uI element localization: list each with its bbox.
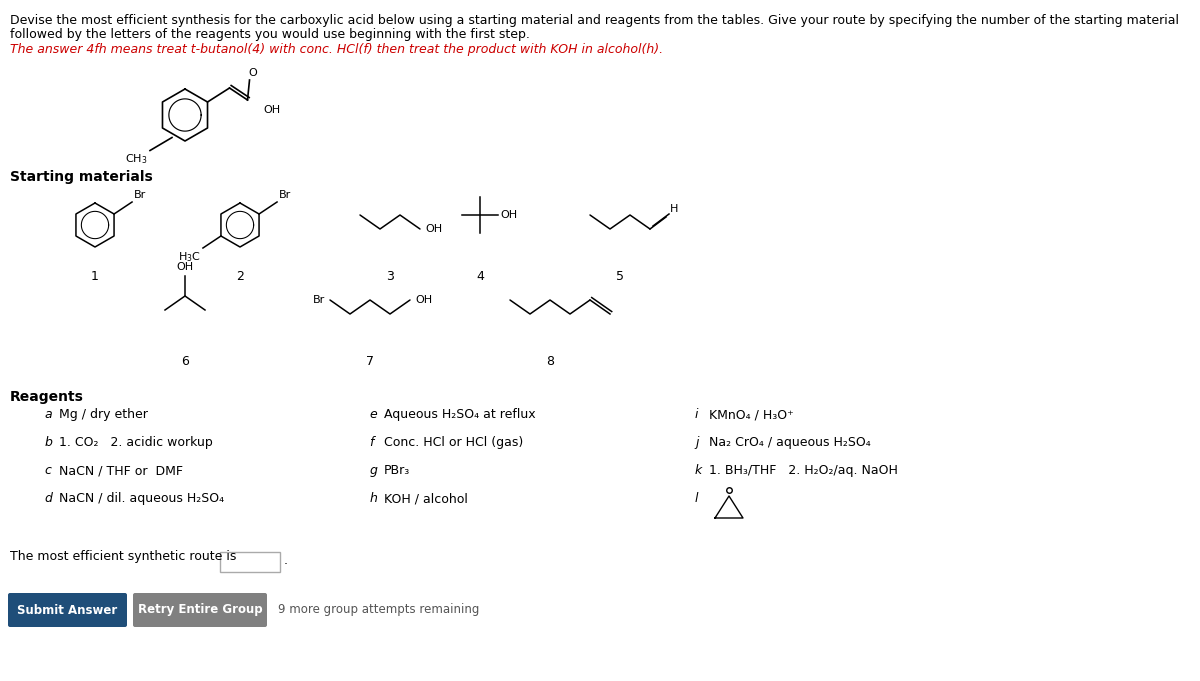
Text: followed by the letters of the reagents you would use beginning with the first s: followed by the letters of the reagents … — [10, 28, 530, 41]
FancyBboxPatch shape — [8, 593, 127, 627]
Text: Mg / dry ether: Mg / dry ether — [59, 408, 148, 421]
Text: 6: 6 — [181, 355, 188, 368]
Text: 1: 1 — [91, 270, 98, 283]
Text: Br: Br — [313, 295, 325, 305]
Text: OH: OH — [425, 224, 442, 234]
Text: e: e — [370, 408, 382, 421]
Text: 9 more group attempts remaining: 9 more group attempts remaining — [278, 603, 479, 616]
Text: 8: 8 — [546, 355, 554, 368]
Text: c: c — [46, 464, 56, 477]
Text: H$_3$C: H$_3$C — [178, 250, 200, 264]
Text: H: H — [670, 204, 678, 214]
Text: CH$_3$: CH$_3$ — [125, 153, 148, 166]
Text: Retry Entire Group: Retry Entire Group — [138, 603, 263, 616]
Text: Reagents: Reagents — [10, 390, 84, 404]
Text: 4: 4 — [476, 270, 484, 283]
Text: Br: Br — [134, 190, 146, 200]
Text: The answer 4fh means treat t-butanol(4) with conc. HCl(f) then treat the product: The answer 4fh means treat t-butanol(4) … — [10, 43, 664, 56]
Text: b: b — [46, 436, 56, 449]
Text: KMnO₄ / H₃O⁺: KMnO₄ / H₃O⁺ — [709, 408, 793, 421]
Text: The most efficient synthetic route is: The most efficient synthetic route is — [10, 550, 236, 563]
Bar — [220, 552, 280, 572]
Text: 7: 7 — [366, 355, 374, 368]
Text: Br: Br — [280, 190, 292, 200]
Text: Starting materials: Starting materials — [10, 170, 152, 184]
Text: Na₂ CrO₄ / aqueous H₂SO₄: Na₂ CrO₄ / aqueous H₂SO₄ — [709, 436, 871, 449]
Text: Submit Answer: Submit Answer — [17, 603, 118, 616]
Text: 2: 2 — [236, 270, 244, 283]
Text: .: . — [284, 554, 288, 567]
Text: 1. CO₂   2. acidic workup: 1. CO₂ 2. acidic workup — [59, 436, 212, 449]
Text: Conc. HCl or HCl (gas): Conc. HCl or HCl (gas) — [384, 436, 523, 449]
Text: NaCN / dil. aqueous H₂SO₄: NaCN / dil. aqueous H₂SO₄ — [59, 492, 224, 505]
FancyBboxPatch shape — [133, 593, 266, 627]
Text: 5: 5 — [616, 270, 624, 283]
Text: O: O — [248, 68, 257, 78]
Text: OH: OH — [500, 210, 517, 220]
Text: OH: OH — [415, 295, 432, 305]
Text: h: h — [370, 492, 382, 505]
Text: l: l — [695, 492, 698, 505]
Text: f: f — [370, 436, 378, 449]
Text: NaCN / THF or  DMF: NaCN / THF or DMF — [59, 464, 182, 477]
Text: Devise the most efficient synthesis for the carboxylic acid below using a starti: Devise the most efficient synthesis for … — [10, 14, 1178, 27]
Text: KOH / alcohol: KOH / alcohol — [384, 492, 468, 505]
Text: OH: OH — [176, 262, 193, 272]
Text: Aqueous H₂SO₄ at reflux: Aqueous H₂SO₄ at reflux — [384, 408, 535, 421]
Text: i: i — [695, 408, 702, 421]
Text: a: a — [46, 408, 56, 421]
Text: 3: 3 — [386, 270, 394, 283]
Text: g: g — [370, 464, 382, 477]
Text: PBr₃: PBr₃ — [384, 464, 410, 477]
Text: k: k — [695, 464, 707, 477]
Text: d: d — [46, 492, 56, 505]
Text: j: j — [695, 436, 702, 449]
Text: OH: OH — [264, 105, 281, 115]
Text: 1. BH₃/THF   2. H₂O₂/aq. NaOH: 1. BH₃/THF 2. H₂O₂/aq. NaOH — [709, 464, 898, 477]
